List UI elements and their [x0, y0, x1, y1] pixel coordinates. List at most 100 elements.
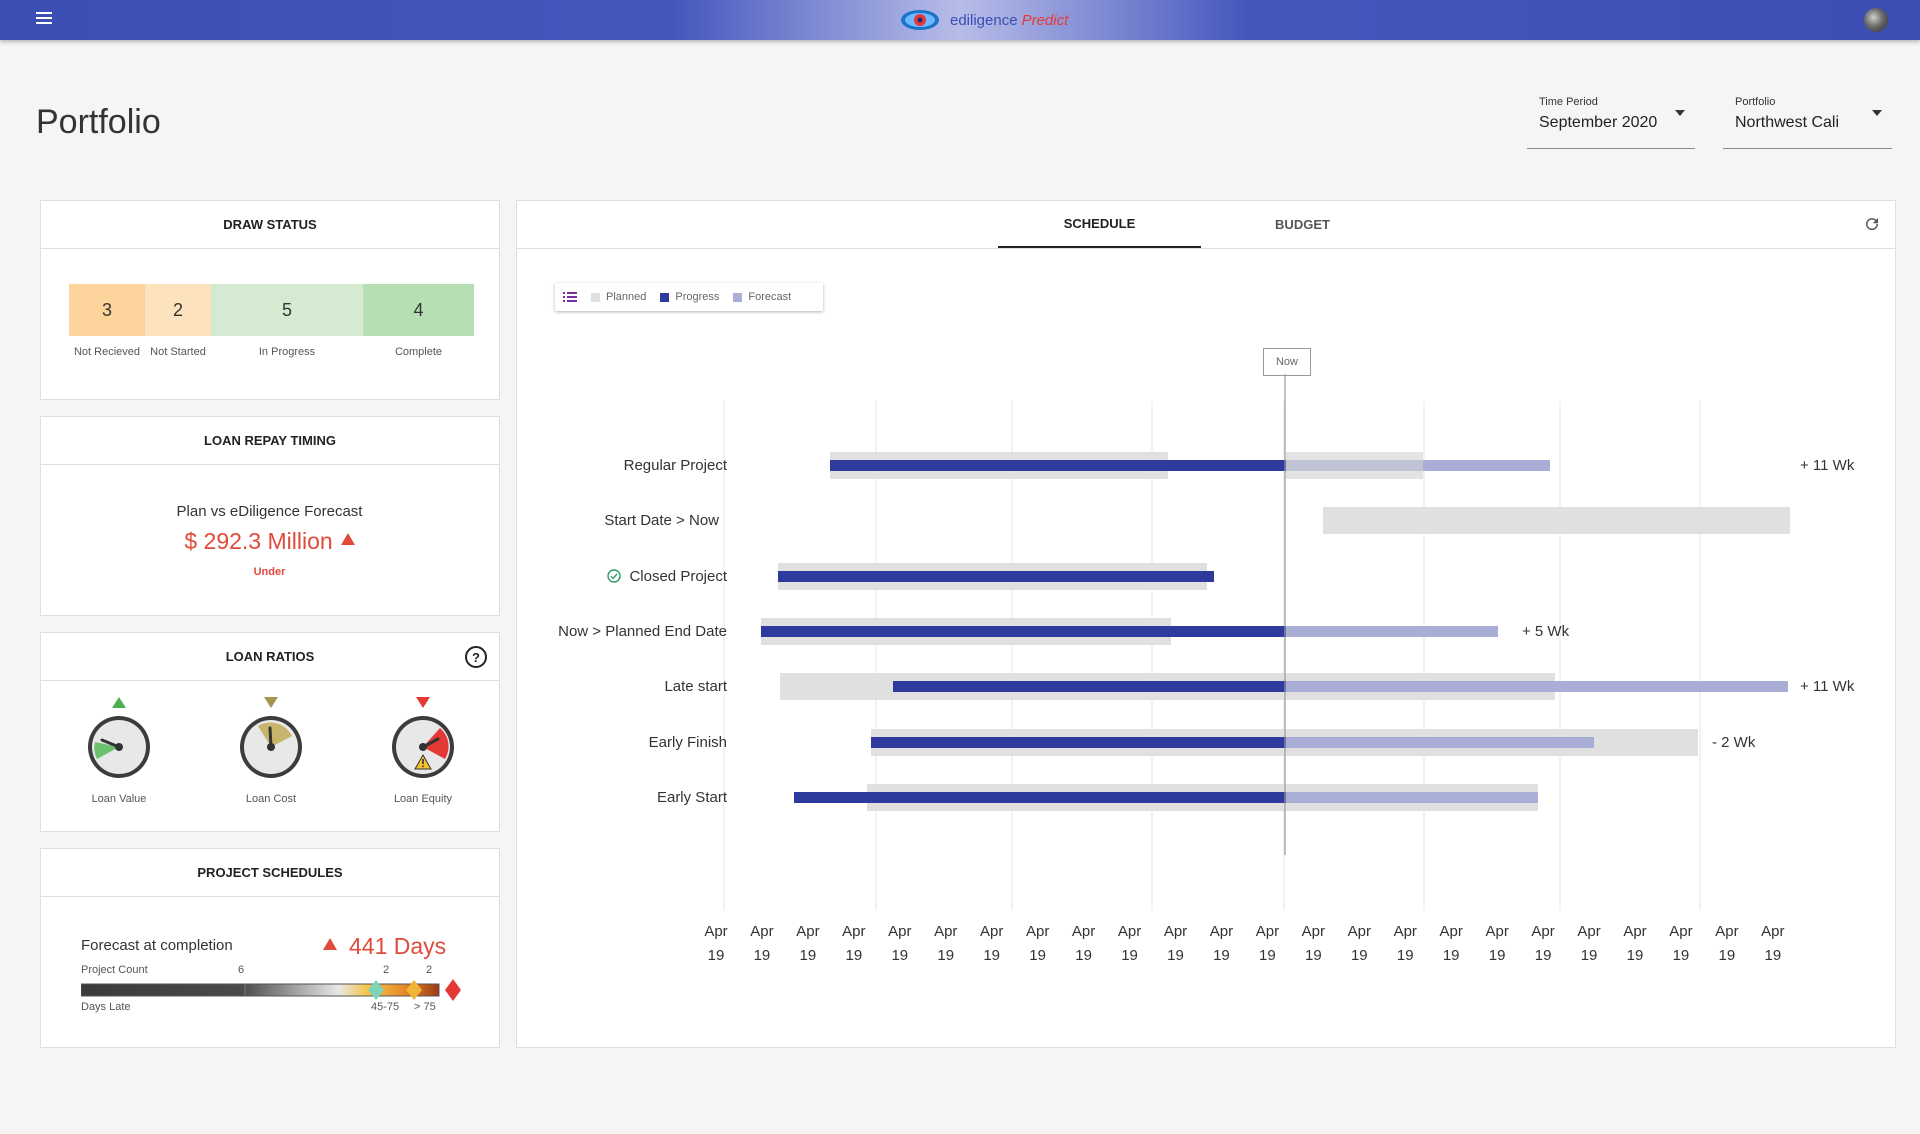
x-tick-label: Apr 19 — [888, 923, 912, 964]
draw-segment-in-progress[interactable]: 5 — [211, 284, 363, 336]
draw-status-title: DRAW STATUS — [41, 201, 499, 249]
progress-bar-regular-project — [830, 460, 1286, 471]
tab-bar: SCHEDULE BUDGET — [517, 201, 1895, 249]
gauge-label: Loan Equity — [393, 793, 453, 805]
portfolio-select[interactable]: Portfolio Northwest Cali — [1723, 92, 1892, 149]
x-tick-label: Apr 19 — [842, 923, 866, 964]
forecast-bar-early-start — [1286, 792, 1538, 803]
progress-bar-now-planned-end — [761, 626, 1286, 637]
gauge-loan-cost[interactable]: Loan Cost — [231, 697, 311, 805]
progress-bar-late-start — [893, 681, 1286, 692]
draw-segment-not-recieved[interactable]: 3 — [69, 284, 145, 336]
app-logo: ediligence Predict — [900, 6, 1068, 34]
user-avatar[interactable] — [1864, 8, 1888, 32]
time-period-label: Time Period — [1539, 96, 1598, 108]
now-marker-label: Now — [1263, 348, 1311, 376]
loan-repay-title: LOAN REPAY TIMING — [41, 417, 499, 465]
legend-forecast: Forecast — [748, 291, 792, 303]
arrow-up-icon — [112, 697, 126, 708]
row-label-early-start[interactable]: Early Start — [656, 789, 727, 806]
x-tick-label: Apr 19 — [1255, 923, 1280, 964]
legend-progress: Progress — [675, 291, 720, 303]
count-45-75: 2 — [383, 964, 390, 976]
x-tick-label: Apr 19 — [1301, 923, 1326, 964]
x-tick-label: Apr 19 — [1577, 923, 1601, 964]
loan-repay-subtitle: Plan vs eDiligence Forecast — [176, 503, 363, 520]
brand-name: ediligence Predict — [950, 11, 1069, 29]
row-label-start-date-now[interactable]: Start Date > Now — [604, 512, 719, 529]
planned-overlap-regular-project — [1286, 452, 1423, 479]
loan-repay-card: LOAN REPAY TIMING Plan vs eDiligence For… — [40, 416, 500, 616]
row-label-early-finish[interactable]: Early Finish — [648, 734, 727, 751]
delta-regular-project: + 11 Wk — [1800, 457, 1855, 474]
days-late-label: Days Late — [81, 1001, 131, 1013]
delta-late-start: + 11 Wk — [1800, 678, 1855, 695]
check-circle-icon — [607, 569, 622, 583]
x-tick-label: Apr 19 — [750, 923, 774, 964]
row-label-regular-project[interactable]: Regular Project — [623, 457, 727, 474]
draw-segment-complete[interactable]: 4 — [363, 284, 474, 336]
forecast-bar-early-finish — [1286, 737, 1594, 748]
draw-label-not-recieved: Not Recieved — [73, 346, 141, 358]
x-tick-label: Apr 19 — [934, 923, 958, 964]
planned-bar-start-date-now — [1323, 507, 1790, 534]
time-period-select[interactable]: Time Period September 2020 — [1527, 92, 1695, 149]
loan-ratios-header: LOAN RATIOS ? — [41, 633, 499, 681]
loan-ratios-title: LOAN RATIOS — [225, 649, 315, 664]
gauge-icon — [392, 716, 454, 778]
progress-bar-closed-project — [778, 571, 1214, 582]
draw-status-card: DRAW STATUS 3 2 5 4 Not Recieved Not Sta… — [40, 200, 500, 400]
x-tick-label: Apr 19 — [1669, 923, 1693, 964]
menu-icon[interactable] — [36, 12, 52, 26]
list-icon[interactable] — [563, 291, 577, 303]
project-schedules-title: PROJECT SCHEDULES — [41, 849, 499, 897]
help-icon[interactable]: ? — [465, 646, 487, 668]
arrow-down-icon — [416, 697, 430, 708]
gauge-loan-value[interactable]: Loan Value — [79, 697, 159, 805]
x-tick-label: Apr 19 — [796, 923, 820, 964]
arrow-up-icon — [340, 533, 355, 545]
gauge-icon — [240, 716, 302, 778]
schedule-panel: SCHEDULE BUDGET Planned Progress Forecas… — [516, 200, 1896, 1048]
count-ontime: 6 — [238, 964, 245, 976]
draw-segment-not-started[interactable]: 2 — [145, 284, 211, 336]
refresh-icon[interactable] — [1863, 215, 1881, 233]
x-tick-label: Apr 19 — [1393, 923, 1417, 964]
forecast-value: 441 Days — [323, 933, 446, 960]
forecast-bar-late-start-ext — [1554, 681, 1788, 692]
gantt-chart — [723, 374, 1790, 912]
delta-early-finish: - 2 Wk — [1712, 734, 1756, 751]
days-late-gradient-bar — [81, 979, 461, 1001]
forecast-bar-late-start — [1286, 681, 1554, 692]
x-tick-label: Apr 19 — [1347, 923, 1371, 964]
legend-planned: Planned — [606, 291, 647, 303]
project-schedules-card: PROJECT SCHEDULES Forecast at completion… — [40, 848, 500, 1048]
portfolio-value: Northwest Cali — [1735, 114, 1840, 131]
row-label-now-planned-end[interactable]: Now > Planned End Date — [558, 623, 727, 640]
forecast-label: Forecast at completion — [81, 937, 233, 954]
row-label-closed-project[interactable]: Closed Project — [607, 568, 727, 585]
gauge-icon — [88, 716, 150, 778]
x-tick-label: Apr 19 — [1531, 923, 1555, 964]
arrow-down-icon — [264, 697, 278, 708]
x-tick-label: Apr 19 — [1117, 923, 1142, 964]
page-title: Portfolio — [36, 103, 161, 141]
x-tick-label: Apr 19 — [980, 923, 1004, 964]
legend-swatch-planned — [591, 292, 600, 302]
row-label-late-start[interactable]: Late start — [664, 678, 727, 695]
draw-label-complete: Complete — [394, 346, 443, 358]
eye-logo-icon — [901, 10, 939, 30]
arrow-up-icon — [323, 938, 337, 950]
tab-budget[interactable]: BUDGET — [1275, 217, 1330, 232]
gantt-gridlines — [723, 401, 1701, 911]
portfolio-label: Portfolio — [1735, 96, 1776, 108]
chevron-down-icon — [1872, 110, 1882, 116]
progress-bar-early-start — [794, 792, 1286, 803]
chevron-down-icon — [1675, 110, 1685, 116]
tab-schedule[interactable]: SCHEDULE — [998, 201, 1201, 248]
gauge-loan-equity[interactable]: Loan Equity — [383, 697, 463, 805]
draw-status-labels: Not Recieved Not Started In Progress Com… — [69, 346, 474, 362]
x-tick-label: Apr 19 — [1715, 923, 1739, 964]
loan-repay-amount: $ 292.3 Million — [41, 528, 498, 555]
x-tick-label: Apr 19 — [1623, 923, 1647, 964]
